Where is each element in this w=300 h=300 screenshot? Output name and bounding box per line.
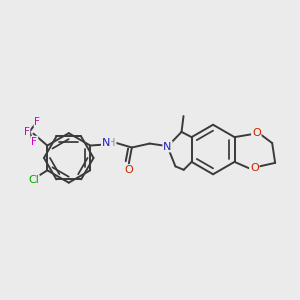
Text: O: O: [252, 128, 261, 138]
Text: F: F: [34, 117, 40, 127]
Text: F: F: [24, 127, 29, 137]
Text: O: O: [124, 165, 133, 175]
Text: F: F: [32, 136, 38, 147]
Text: Cl: Cl: [28, 175, 39, 185]
Text: O: O: [250, 163, 259, 173]
Text: H: H: [108, 138, 116, 148]
Text: N: N: [102, 138, 110, 148]
Text: N: N: [163, 142, 172, 152]
